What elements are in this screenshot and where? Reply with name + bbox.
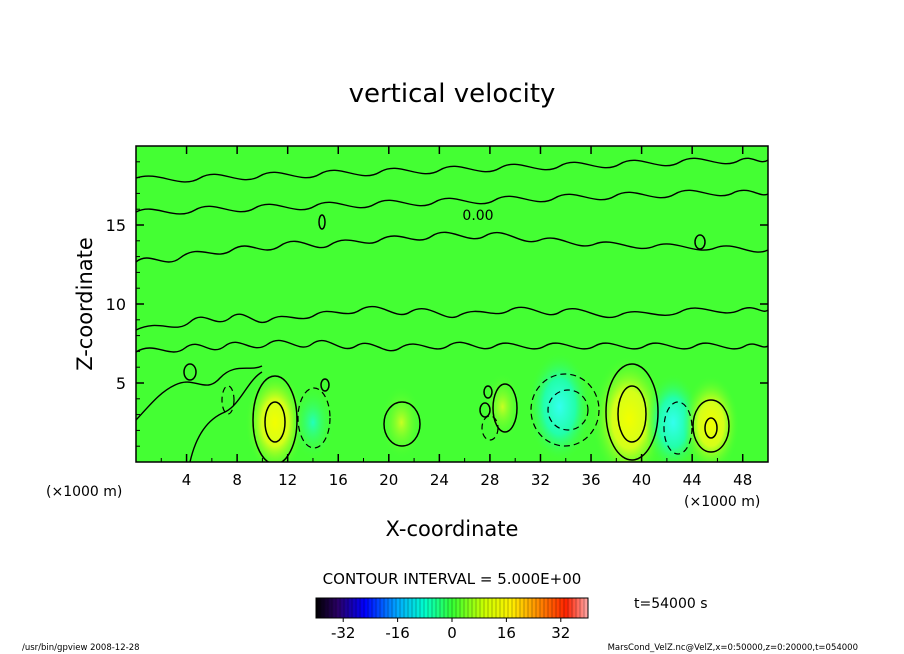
y-tick-label: 15 [106,216,126,235]
x-tick-label: 36 [581,471,600,489]
y-axis: 5 10 15 [106,161,768,447]
colorbar: -32 -16 0 16 32 [315,597,589,642]
x-axis-label: X-coordinate [386,517,519,541]
x-tick-label: 8 [232,471,242,489]
x-tick-label: 24 [430,471,449,489]
contour-label: 0.00 [462,208,493,224]
x-tick-label: 20 [379,471,398,489]
x-unit-label-left: (×1000 m) [46,484,122,500]
y-tick-label: 5 [116,374,126,393]
heatmap-cell-2 [380,385,423,460]
contour-cores [183,214,730,462]
chart-title: vertical velocity [349,79,556,109]
heatmap-cell-1 [291,385,334,460]
x-tick-label: 28 [480,471,499,489]
contour-negative [221,373,693,455]
x-tick-label: 12 [278,471,297,489]
x-tick-label: 40 [632,471,651,489]
time-label: t=54000 s [634,596,708,612]
heatmap-cell-0 [245,370,306,462]
x-tick-label: 44 [683,471,702,489]
x-tick-label: 48 [733,471,752,489]
y-axis-label: Z-coordinate [73,237,97,371]
colorbar-stripes [319,598,585,618]
plot-area: 0.00 [136,146,768,462]
footer-right: MarsCond_VelZ.nc@VelZ,x=0:50000,z=0:2000… [608,643,858,653]
x-tick-label: 32 [531,471,550,489]
x-axis: 4 8 12 16 20 24 28 32 36 40 44 48 [160,146,752,489]
colorbar-tick-label: -32 [331,624,356,642]
colorbar-tick-label: 0 [447,624,457,642]
contour-interval: CONTOUR INTERVAL = 5.000E+00 [323,570,582,588]
colorbar-tick-label: -16 [385,624,410,642]
y-tick-label: 10 [106,295,126,314]
colorbar-tick-label: 16 [497,624,516,642]
footer-left: /usr/bin/gpview 2008-12-28 [22,643,140,653]
colorbar-tick-label: 32 [551,624,570,642]
x-tick-label: 16 [329,471,348,489]
colorbar-ticks: -32 -16 0 16 32 [331,618,570,642]
x-unit-label-right: (×1000 m) [684,494,760,510]
heatmap-cells [245,351,740,462]
x-tick-label: 4 [182,471,192,489]
heatmap-cell-4 [527,351,592,462]
